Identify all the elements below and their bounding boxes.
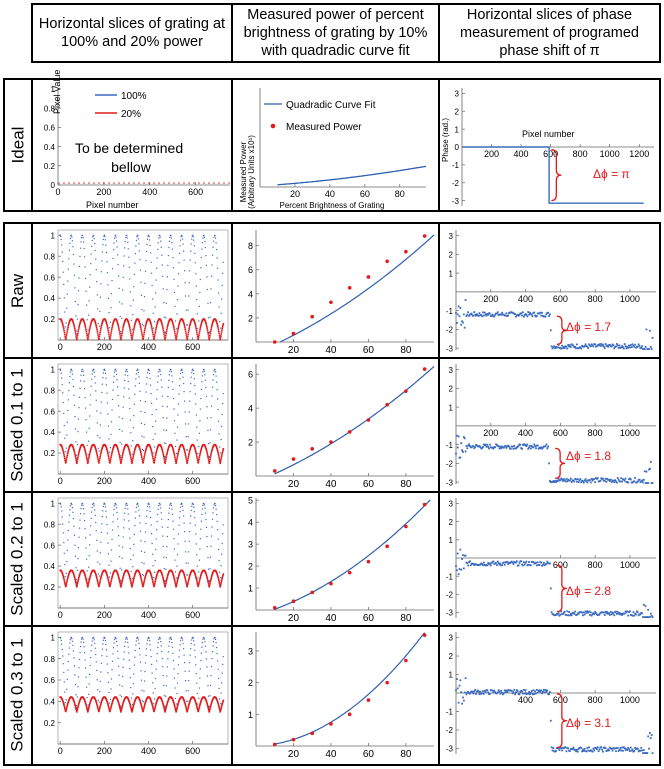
ideal-divider-col3 [438, 80, 440, 210]
data-divider-col3 [438, 224, 440, 764]
header-col1: Horizontal slices of grating at 100% and… [31, 3, 231, 63]
data-rows-frame [3, 222, 661, 766]
row-label-ideal: Ideal [5, 80, 31, 210]
row-label-scaled-03-text: Scaled 0.3 to 1 [8, 638, 28, 752]
header-col1-text: Horizontal slices of grating at 100% and… [38, 16, 226, 50]
header-col3: Horizontal slices of phase measurement o… [438, 3, 661, 63]
row-label-scaled-01: Scaled 0.1 to 1 [5, 358, 31, 492]
row-divider-2 [5, 491, 659, 493]
ideal-divider-col2 [231, 80, 233, 210]
row-label-scaled-01-text: Scaled 0.1 to 1 [8, 368, 28, 482]
ideal-divider-label [31, 80, 33, 210]
row-label-ideal-text: Ideal [8, 126, 27, 164]
row-divider-3 [5, 625, 659, 627]
row-divider-1 [5, 357, 659, 359]
row-label-scaled-02-text: Scaled 0.2 to 1 [8, 502, 28, 616]
data-divider-col2 [231, 224, 233, 764]
header-col3-text: Horizontal slices of phase measurement o… [460, 7, 639, 59]
data-divider-label [31, 224, 33, 764]
row-label-raw-text: Raw [8, 273, 28, 309]
row-label-raw: Raw [5, 224, 31, 358]
header-col2: Measured power of percent brightness of … [231, 3, 438, 63]
row-label-scaled-03: Scaled 0.3 to 1 [5, 626, 31, 764]
ideal-row-frame [3, 78, 661, 212]
header-col2-text: Measured power of percent brightness of … [243, 7, 428, 59]
row-label-scaled-02: Scaled 0.2 to 1 [5, 492, 31, 626]
